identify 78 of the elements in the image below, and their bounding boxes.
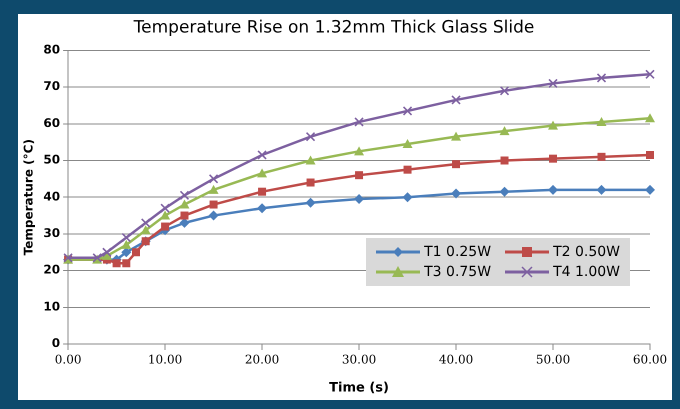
- x-tick-label: 10.00: [148, 352, 182, 366]
- point: [122, 259, 130, 268]
- y-tick-label: 70: [43, 79, 60, 94]
- point: [140, 225, 151, 234]
- y-tick-label: 40: [43, 189, 60, 204]
- point: [208, 174, 218, 184]
- point: [404, 166, 412, 174]
- point: [121, 247, 132, 258]
- point: [548, 78, 558, 88]
- point: [645, 69, 655, 80]
- y-tick-label: 0: [52, 336, 60, 350]
- point: [355, 171, 364, 180]
- point: [180, 190, 190, 200]
- x-tick-label: 0.00: [54, 352, 82, 366]
- point: [306, 198, 316, 208]
- point: [140, 218, 150, 228]
- point: [500, 156, 509, 164]
- point: [208, 184, 219, 194]
- point: [258, 188, 266, 196]
- x-tick-label: 50.00: [536, 352, 570, 366]
- point: [645, 184, 655, 195]
- point: [451, 132, 462, 141]
- x-tick-label: 30.00: [342, 352, 376, 366]
- point: [306, 132, 316, 142]
- point: [596, 184, 607, 195]
- point: [160, 210, 170, 220]
- legend-label: T2 0.50W: [553, 244, 620, 260]
- point: [132, 248, 140, 256]
- point: [180, 212, 188, 220]
- legend-label: T3 0.75W: [424, 264, 492, 280]
- x-tick-label: 20.00: [244, 352, 280, 366]
- x-tick-label: 60.00: [632, 352, 668, 366]
- point: [179, 200, 190, 209]
- point: [646, 150, 654, 159]
- y-tick-label: 60: [43, 116, 60, 130]
- point: [354, 117, 364, 127]
- y-tick-label: 50: [43, 152, 60, 167]
- x-tick-label: 40.00: [438, 352, 474, 366]
- point: [500, 126, 510, 136]
- point: [645, 113, 655, 122]
- x-axis-title: Time (s): [329, 380, 389, 396]
- legend-label: T1 0.25W: [424, 244, 492, 260]
- y-tick-label: 80: [43, 42, 60, 57]
- point: [112, 259, 121, 268]
- y-tick-label: 20: [43, 262, 60, 277]
- point: [208, 210, 219, 221]
- point: [257, 203, 268, 214]
- point: [121, 232, 132, 242]
- point: [451, 95, 461, 105]
- point: [500, 186, 510, 197]
- point: [121, 240, 132, 249]
- point: [596, 116, 607, 126]
- point: [548, 120, 558, 130]
- point: [257, 150, 267, 160]
- chart-title: Temperature Rise on 1.32mm Thick Glass Slide: [132, 18, 534, 38]
- point: [549, 154, 558, 163]
- point: [500, 86, 510, 96]
- point: [548, 184, 558, 195]
- point: [160, 203, 170, 214]
- point: [306, 178, 315, 187]
- point: [210, 200, 218, 209]
- point: [598, 152, 606, 161]
- point: [354, 194, 364, 204]
- point: [402, 192, 413, 202]
- point: [402, 106, 412, 116]
- point: [306, 156, 316, 164]
- point: [354, 146, 364, 156]
- point: [452, 160, 460, 168]
- point: [257, 168, 268, 178]
- point: [161, 222, 170, 231]
- legend-label: T4 1.00W: [553, 264, 620, 280]
- y-tick-label: 10: [43, 299, 60, 314]
- point: [596, 73, 606, 83]
- point: [402, 138, 413, 148]
- y-tick-label: 30: [43, 226, 60, 240]
- point: [451, 188, 462, 199]
- y-axis-title: Temperature (°C): [21, 139, 36, 256]
- point: [102, 247, 112, 258]
